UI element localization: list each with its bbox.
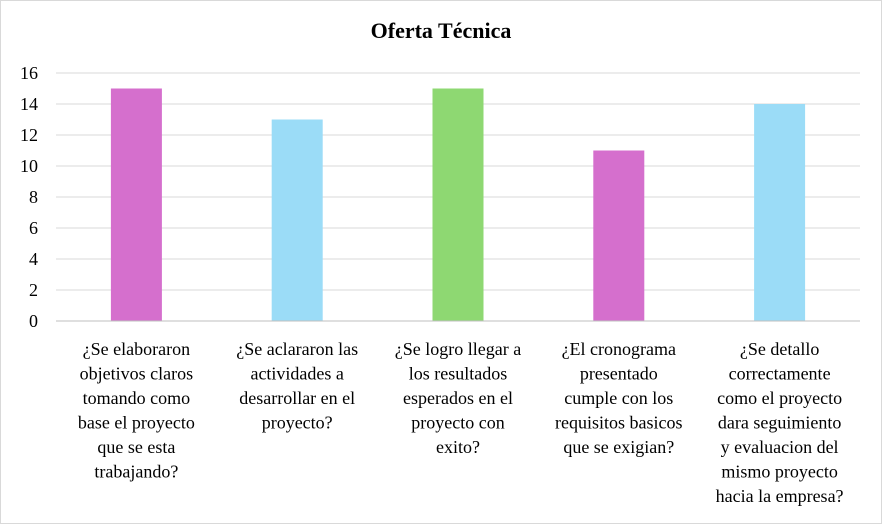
- x-category-label-line: tomando como: [83, 388, 190, 408]
- x-category-label-line: ¿Se logro llegar a: [395, 339, 521, 359]
- x-category-label-line: ¿Se detallo: [740, 339, 819, 359]
- x-category-label-line: desarrollar en el: [239, 388, 355, 408]
- x-category-label-line: proyecto con: [411, 413, 504, 433]
- x-category-label-line: esperados en el: [403, 388, 513, 408]
- y-axis-ticks: 0 2 4 6 8 10 12 14 16: [20, 63, 38, 331]
- x-category-label: ¿Se aclararon las actividades a desarrolla…: [236, 339, 358, 433]
- y-tick-label: 8: [29, 187, 38, 207]
- x-category-label-line: trabajando?: [94, 462, 178, 482]
- bar: [754, 104, 806, 321]
- x-category-label: ¿Se detallo correctamente como el proyecto…: [716, 339, 844, 506]
- x-category-label-line: los resultados: [409, 364, 508, 384]
- x-category-label-line: correctamente: [729, 364, 831, 384]
- x-category-label-line: base el proyecto: [78, 413, 195, 433]
- x-category-label-line: ¿El cronograma: [562, 339, 676, 359]
- x-axis-labels: ¿Se elaboraron objetivos claros tomando co…: [78, 339, 844, 506]
- y-tick-label: 0: [29, 311, 38, 331]
- x-category-label-line: mismo proyecto: [721, 462, 837, 482]
- x-category-label-line: como el proyecto: [717, 388, 842, 408]
- x-category-label-line: dara seguimiento: [718, 413, 841, 433]
- y-tick-label: 6: [29, 218, 38, 238]
- y-tick-label: 4: [29, 249, 38, 269]
- x-category-label-line: y evaluacion del: [721, 437, 839, 457]
- bar: [271, 119, 323, 321]
- bars: [110, 88, 806, 321]
- x-category-label-line: actividades a: [250, 364, 343, 384]
- y-tick-label: 12: [20, 125, 38, 145]
- x-category-label-line: que se esta: [97, 437, 175, 457]
- x-category-label-line: cumple con los: [564, 388, 673, 408]
- x-category-label-line: presentado: [580, 364, 658, 384]
- x-category-label-line: hacia la empresa?: [716, 486, 844, 506]
- x-category-label-line: proyecto?: [262, 413, 333, 433]
- x-category-label-line: ¿Se aclararon las: [236, 339, 358, 359]
- x-category-label: ¿Se elaboraron objetivos claros tomando co…: [78, 339, 195, 482]
- bar: [432, 88, 484, 321]
- x-category-label-line: requisitos basicos: [555, 413, 683, 433]
- bar: [593, 150, 645, 321]
- x-category-label: ¿El cronograma presentado cumple con los re…: [555, 339, 683, 457]
- y-tick-label: 16: [20, 63, 38, 83]
- y-tick-label: 14: [20, 94, 38, 114]
- y-tick-label: 2: [29, 280, 38, 300]
- x-category-label: ¿Se logro llegar a los resultados esperado…: [395, 339, 521, 457]
- y-tick-label: 10: [20, 156, 38, 176]
- x-category-label-line: que se exigian?: [563, 437, 674, 457]
- x-category-label-line: exito?: [436, 437, 480, 457]
- x-category-label-line: objetivos claros: [80, 364, 193, 384]
- chart-title: Oferta Técnica: [370, 18, 512, 43]
- x-category-label-line: ¿Se elaboraron: [83, 339, 190, 359]
- bar: [110, 88, 162, 321]
